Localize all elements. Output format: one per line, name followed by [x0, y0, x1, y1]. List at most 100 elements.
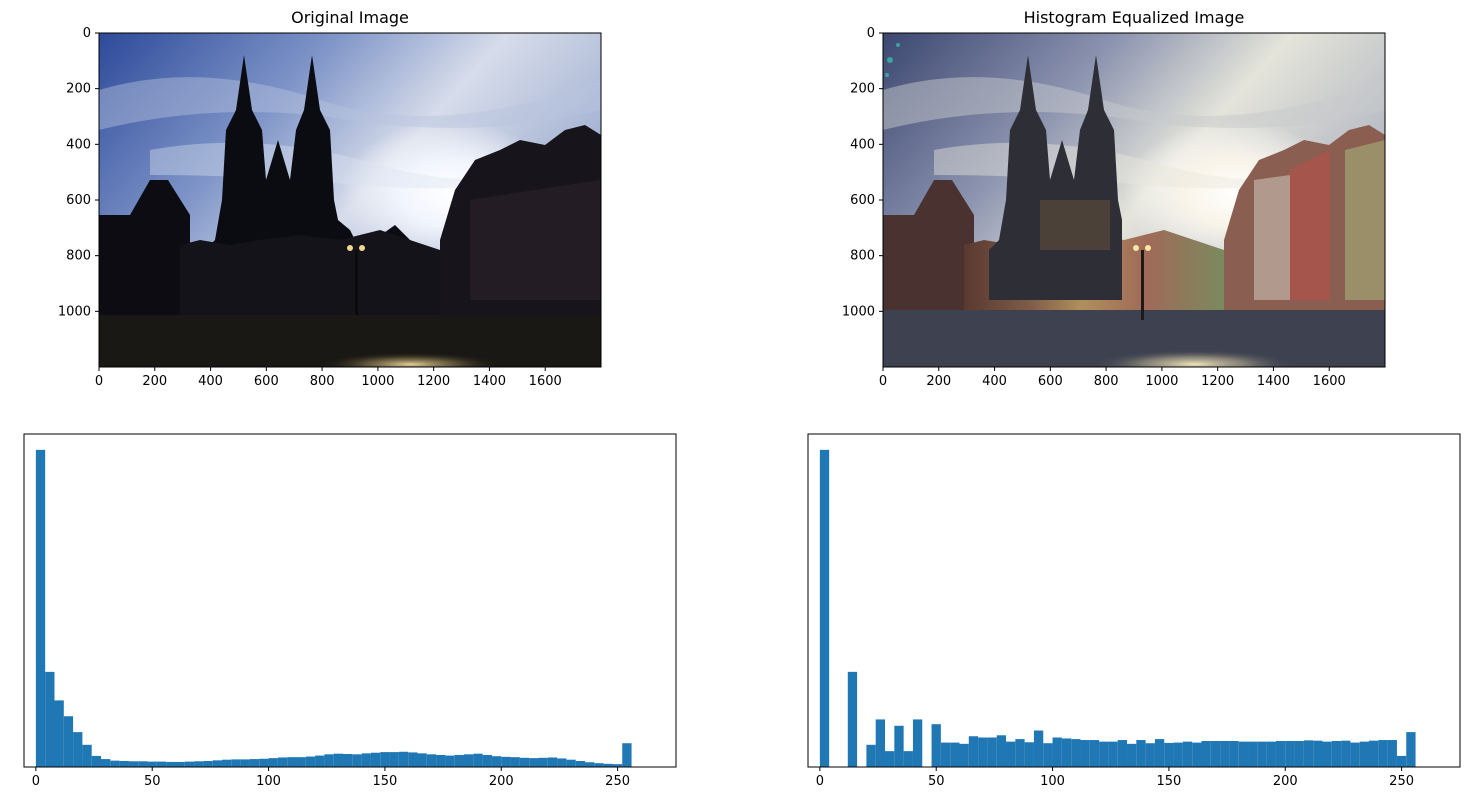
histogram-bar [1220, 740, 1230, 767]
histogram-bar [968, 736, 979, 767]
y-tick-label: 1000 [842, 304, 875, 319]
histogram-bar [305, 756, 316, 767]
histogram-bar [940, 742, 951, 767]
histogram-bar [1108, 741, 1118, 767]
histogram-bar [482, 754, 492, 767]
histogram-bar [343, 753, 353, 767]
histogram-bar [510, 757, 520, 767]
y-tick-label: 800 [850, 249, 875, 264]
histogram-bar [101, 759, 111, 767]
x-tick-label: 800 [1094, 374, 1119, 389]
histogram-bar [585, 762, 595, 767]
histogram-bar [249, 759, 260, 767]
histogram-bar [1341, 740, 1351, 767]
histogram-bar [875, 719, 886, 767]
x-tick-label: 150 [372, 774, 397, 789]
histogram-bar [622, 743, 632, 767]
histogram-bar [128, 761, 139, 767]
y-tick-label: 200 [850, 82, 875, 97]
histogram-bar [1089, 740, 1100, 767]
histogram-bar [277, 757, 288, 767]
histogram-bar [156, 761, 167, 767]
histogram-bar [1127, 743, 1137, 767]
histogram-bars [819, 449, 1416, 767]
y-tick-label: 200 [66, 82, 91, 97]
y-tick-label: 800 [66, 249, 91, 264]
histogram-bar [82, 744, 92, 767]
histogram-bar [352, 754, 362, 767]
histogram-bar [538, 757, 548, 767]
histogram-bar [166, 761, 176, 767]
x-axis: 0 50 100 150 200 250 [816, 767, 1414, 789]
histogram-bar [1257, 741, 1267, 767]
histogram-bar [1201, 740, 1211, 767]
histogram-bar [1164, 742, 1174, 767]
histogram-bar [847, 671, 858, 767]
histogram-bar [959, 743, 969, 767]
histogram-bar [1071, 739, 1081, 767]
histogram-bar [819, 449, 830, 767]
histogram-bar [931, 724, 941, 767]
histogram-bar [491, 756, 502, 767]
x-tick-label: 1600 [1313, 374, 1346, 389]
x-tick-label: 1200 [1201, 374, 1234, 389]
histogram-bar [1173, 742, 1183, 767]
histogram-bar [222, 759, 232, 767]
histogram-bar [54, 700, 64, 767]
y-axis: 0 200 400 600 800 1000 [842, 26, 883, 319]
x-tick-label: 0 [95, 374, 103, 389]
histogram-bar [1238, 741, 1249, 767]
histogram-bar [1033, 730, 1044, 767]
histogram-bar [866, 744, 876, 767]
y-tick-label: 400 [850, 137, 875, 152]
histogram-bar [519, 757, 530, 767]
histogram-bar [1043, 743, 1053, 767]
x-tick-label: 50 [928, 774, 945, 789]
histogram-bar [63, 716, 74, 767]
x-tick-label: 1200 [417, 374, 450, 389]
histogram-bar [147, 761, 157, 767]
x-tick-label: 400 [982, 374, 1007, 389]
x-tick-label: 1000 [361, 374, 394, 389]
x-tick-label: 1400 [1257, 374, 1290, 389]
histogram-bar [454, 754, 465, 767]
histogram-bar [35, 449, 46, 767]
histogram-bar [1396, 755, 1407, 767]
histogram-bar [1285, 740, 1295, 767]
panel-title: Original Image [291, 8, 409, 27]
histogram-bar [1369, 740, 1379, 767]
histogram-bar [445, 755, 455, 767]
histogram-bar [1322, 741, 1332, 767]
histogram-bar [408, 752, 418, 767]
histogram-bar [501, 756, 511, 767]
histogram-bar [885, 751, 895, 767]
histogram-bar [315, 755, 325, 767]
histogram-bar [1331, 740, 1342, 767]
histogram-bar [529, 758, 539, 767]
histogram-bar [380, 752, 390, 767]
histogram-bar [1136, 740, 1146, 767]
histogram-bar [45, 671, 55, 767]
histogram-bars [35, 449, 632, 767]
histogram-bar [1024, 742, 1034, 767]
histogram-bar [547, 757, 558, 767]
histogram-bar [194, 761, 204, 767]
histogram-bar [603, 763, 613, 767]
plot-frame [807, 433, 1461, 768]
histogram-original: 0 50 100 150 200 250 [23, 433, 677, 789]
x-tick-label: 150 [1156, 774, 1181, 789]
histogram-bar [240, 759, 250, 767]
x-axis: 0 200 400 600 800 1000 1200 1400 1600 [879, 367, 1346, 389]
histogram-bar [1006, 741, 1016, 767]
x-tick-label: 200 [142, 374, 167, 389]
histogram-bar [203, 760, 213, 767]
panel-original-image: Original Image 0 200 400 600 800 1000 12 [58, 8, 602, 389]
equalized-image-raster [883, 33, 1385, 367]
histogram-bar [389, 752, 399, 767]
histogram-bar [575, 760, 586, 767]
histogram-bar [612, 764, 623, 767]
histogram-bar [1192, 742, 1202, 767]
histogram-equalized: 0 50 100 150 200 250 [807, 433, 1461, 789]
histogram-bar [1359, 741, 1370, 767]
histogram-bar [333, 753, 344, 767]
